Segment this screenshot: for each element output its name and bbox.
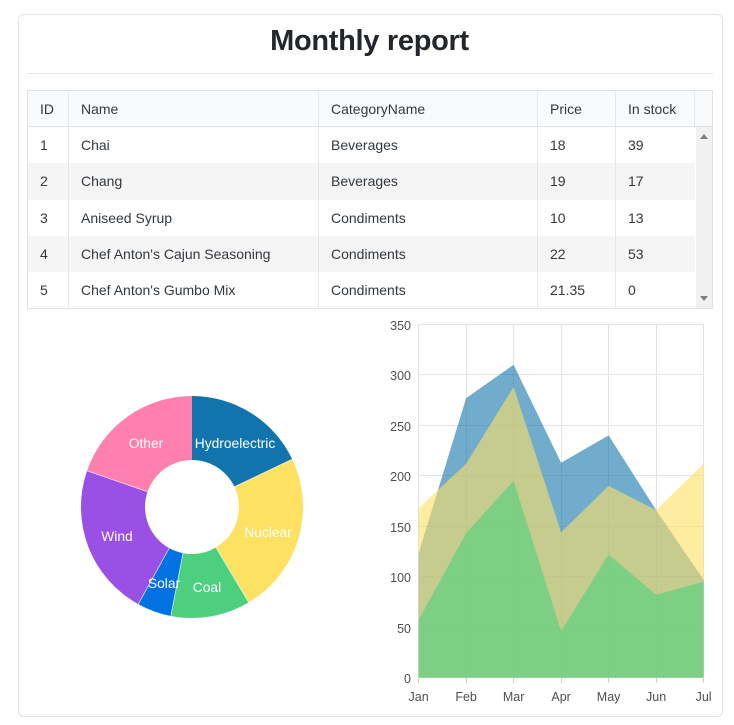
svg-text:150: 150 (390, 521, 411, 535)
svg-text:Apr: Apr (551, 690, 570, 704)
svg-text:Coal: Coal (193, 580, 221, 595)
svg-text:Hydroelectric: Hydroelectric (195, 436, 276, 451)
svg-text:250: 250 (390, 420, 411, 434)
svg-text:Wind: Wind (101, 529, 132, 544)
svg-text:Nuclear: Nuclear (244, 525, 292, 540)
svg-text:Other: Other (129, 436, 164, 451)
svg-text:Solar: Solar (148, 576, 181, 591)
svg-text:350: 350 (390, 319, 411, 333)
svg-text:May: May (597, 690, 621, 704)
svg-text:Jul: Jul (696, 690, 712, 704)
svg-text:0: 0 (404, 672, 411, 686)
svg-text:Mar: Mar (503, 690, 525, 704)
svg-text:Jan: Jan (409, 690, 429, 704)
svg-text:300: 300 (390, 369, 411, 383)
svg-text:Feb: Feb (455, 690, 477, 704)
svg-text:200: 200 (390, 470, 411, 484)
svg-text:Jun: Jun (646, 690, 666, 704)
svg-text:50: 50 (397, 622, 411, 636)
svg-text:100: 100 (390, 571, 411, 585)
